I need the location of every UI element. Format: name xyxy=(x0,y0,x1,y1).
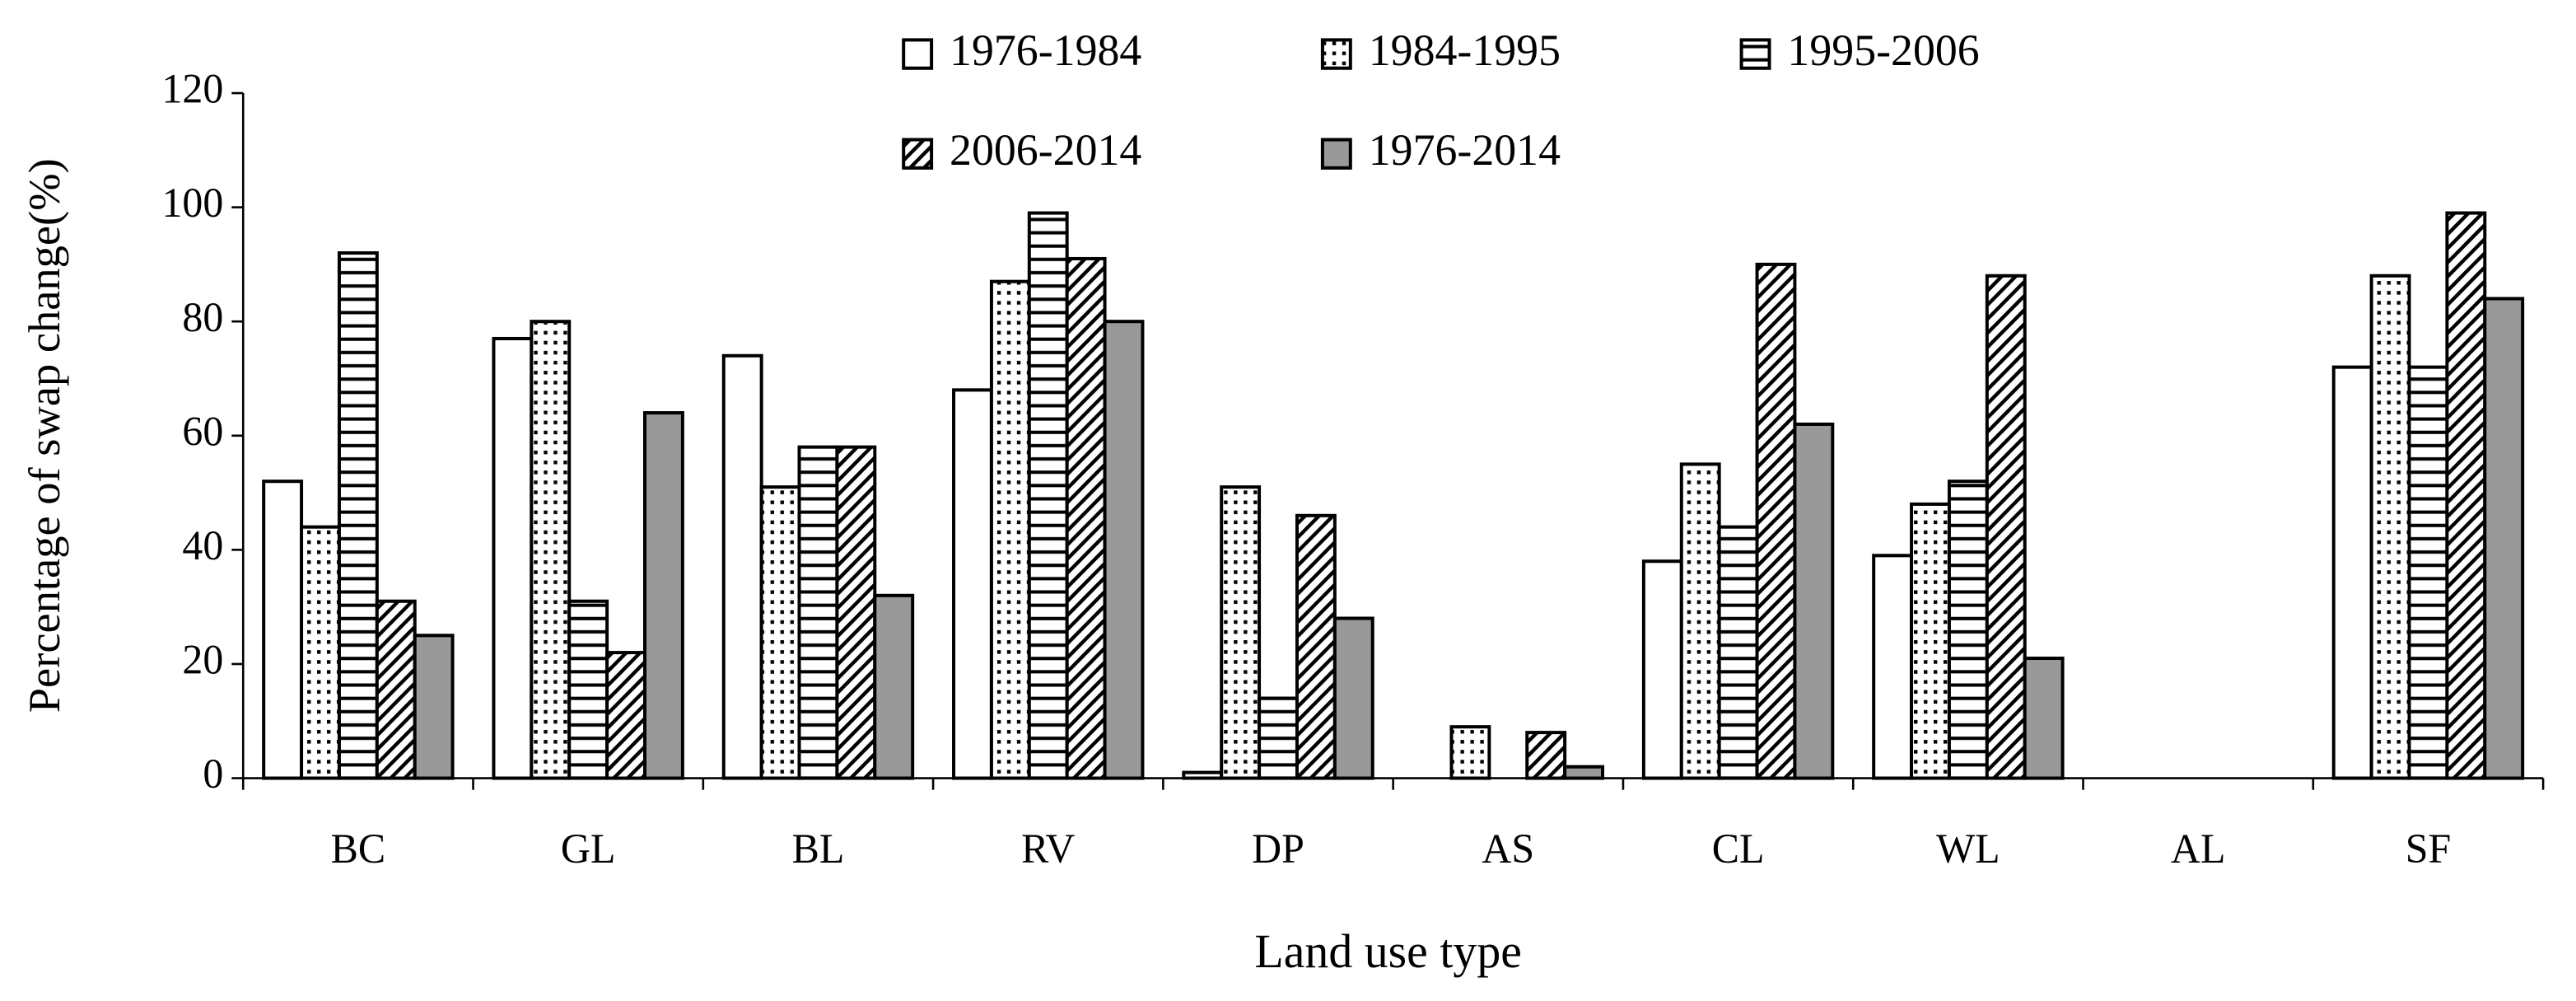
bar xyxy=(605,651,646,780)
y-tick-label: 60 xyxy=(182,408,223,454)
bar xyxy=(2369,274,2411,780)
bar xyxy=(2023,657,2065,780)
legend-label: 2006-2014 xyxy=(950,125,1141,175)
bar xyxy=(2407,365,2449,780)
y-tick-label: 20 xyxy=(182,636,223,682)
x-tick-label: RV xyxy=(1021,826,1075,872)
y-tick-label: 100 xyxy=(162,180,224,226)
x-tick-label: BC xyxy=(331,826,386,872)
bar xyxy=(1027,211,1069,780)
x-tick-label: DP xyxy=(1252,826,1304,872)
bar xyxy=(797,445,839,780)
bar xyxy=(1103,320,1145,780)
legend-label: 1976-2014 xyxy=(1369,125,1561,175)
bar xyxy=(530,320,572,780)
y-tick-label: 120 xyxy=(162,65,224,111)
y-axis-title: Percentage of swap change(%) xyxy=(20,158,69,713)
bar xyxy=(1755,262,1797,780)
y-tick-label: 40 xyxy=(182,522,223,568)
bar xyxy=(1332,616,1374,780)
bar xyxy=(1717,525,1759,780)
bar xyxy=(1220,485,1262,780)
x-tick-label: BL xyxy=(792,826,845,872)
x-tick-label: CL xyxy=(1712,826,1765,872)
bar xyxy=(413,634,455,780)
bar xyxy=(835,445,877,780)
legend-label: 1995-2006 xyxy=(1787,26,1979,75)
bar xyxy=(567,599,609,780)
bar xyxy=(337,251,379,780)
bar xyxy=(1295,513,1337,780)
bar xyxy=(1679,462,1721,780)
bar xyxy=(1525,731,1567,780)
bar xyxy=(1065,256,1107,780)
bar xyxy=(1985,274,2027,780)
legend-swatch xyxy=(1739,38,1771,70)
x-tick-label: AL xyxy=(2171,826,2225,872)
bar xyxy=(2483,297,2525,780)
bar xyxy=(1563,765,1605,780)
bar xyxy=(759,485,801,780)
bar xyxy=(989,279,1031,780)
y-tick-label: 0 xyxy=(203,751,223,797)
legend-swatch xyxy=(1320,138,1352,170)
bar xyxy=(492,336,534,780)
bar xyxy=(952,388,993,780)
bar xyxy=(1947,479,1989,780)
legend-swatch xyxy=(1320,38,1352,70)
y-tick-label: 80 xyxy=(182,294,223,340)
x-tick-label: AS xyxy=(1482,826,1534,872)
bar xyxy=(1872,554,1914,780)
bar xyxy=(643,411,684,780)
bar xyxy=(1910,502,1951,780)
bar xyxy=(873,593,915,780)
x-tick-label: GL xyxy=(561,826,615,872)
bar xyxy=(1182,770,1224,780)
x-axis-title: Land use type xyxy=(1254,924,1521,978)
bar xyxy=(375,599,417,780)
bar xyxy=(2331,365,2373,780)
bar xyxy=(1641,559,1683,780)
bar xyxy=(1793,422,1835,780)
bar xyxy=(1258,696,1299,780)
legend-swatch xyxy=(902,138,934,170)
legend-label: 1984-1995 xyxy=(1369,26,1561,75)
x-tick-label: WL xyxy=(1936,826,2000,872)
legend-swatch xyxy=(902,38,934,70)
bar xyxy=(1449,725,1491,780)
legend-label: 1976-1984 xyxy=(950,26,1141,75)
bar xyxy=(262,479,304,780)
x-tick-label: SF xyxy=(2406,826,2451,872)
bar xyxy=(2445,211,2487,780)
bar xyxy=(300,525,341,780)
bar xyxy=(721,353,763,780)
